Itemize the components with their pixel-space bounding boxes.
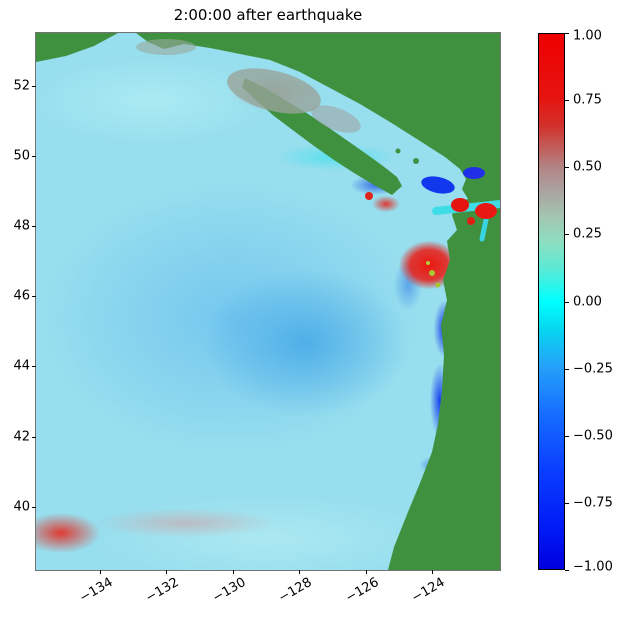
x-tick-mark [432,570,433,574]
colorbar-tick-label: 0.75 [573,92,602,108]
y-tick-label: 42 [13,429,30,445]
y-tick-mark [32,437,36,438]
x-tick-label: −124 [409,575,448,606]
red-anomaly-patch [467,217,475,225]
colorbar-tick-mark [565,167,569,168]
y-tick-mark [32,226,36,227]
y-tick-mark [32,156,36,157]
x-tick-mark [100,570,101,574]
colorbar-tick-mark [565,33,569,34]
y-tick-mark [32,296,36,297]
shoreline-speck [435,282,441,288]
colorbar-tick-mark [565,100,569,101]
y-tick-mark [32,86,36,87]
x-tick-label: −128 [276,575,315,606]
colorbar-tick-label: 0.25 [573,226,602,242]
small-island [395,148,401,154]
blue-anomaly-patch [463,167,485,179]
colorbar-tick-label: 0.50 [573,159,602,175]
grey-water-patch [227,68,321,114]
colorbar-tick-label: −0.50 [573,428,613,444]
puget-sound-channel [479,212,490,242]
colorbar-tick-mark [565,436,569,437]
colorbar-tick-mark [565,302,569,303]
colorbar [538,33,565,570]
x-tick-label: −130 [210,575,249,606]
y-tick-mark [32,507,36,508]
x-tick-mark [233,570,234,574]
y-tick-label: 48 [13,218,30,234]
colorbar-tick-label: 0.00 [573,294,602,310]
colorbar-tick-mark [565,234,569,235]
x-tick-label: −132 [143,575,182,606]
x-tick-mark [166,570,167,574]
colorbar-tick-mark [565,570,569,571]
x-tick-mark [299,570,300,574]
grey-water-patch [136,39,196,55]
grey-water-patch [311,105,361,133]
y-tick-mark [32,366,36,367]
shoreline-speck [429,270,435,276]
land-overlay [36,33,500,570]
colorbar-tick-mark [565,503,569,504]
x-tick-mark [366,570,367,574]
colorbar-tick-label: −0.75 [573,495,613,511]
y-tick-label: 52 [13,78,30,94]
map-plot-area [35,32,501,571]
y-tick-label: 40 [13,499,30,515]
x-tick-label: −126 [343,575,382,606]
y-tick-label: 50 [13,148,30,164]
colorbar-tick-label: −0.25 [573,361,613,377]
shoreline-speck [426,261,430,265]
blue-anomaly-patch [421,176,455,194]
y-tick-label: 44 [13,358,30,374]
mainland-landmass [136,33,500,570]
red-anomaly-patch [365,192,373,200]
red-anomaly-patch [451,198,469,212]
colorbar-tick-mark [565,369,569,370]
plot-title: 2:00:00 after earthquake [173,6,363,24]
x-tick-label: −134 [77,575,116,606]
y-tick-label: 46 [13,288,30,304]
colorbar-tick-label: −1.00 [573,559,613,575]
small-island [413,158,419,164]
colorbar-tick-label: 1.00 [573,28,602,44]
topleft-landmass [36,33,118,62]
red-anomaly-patch [475,203,497,219]
